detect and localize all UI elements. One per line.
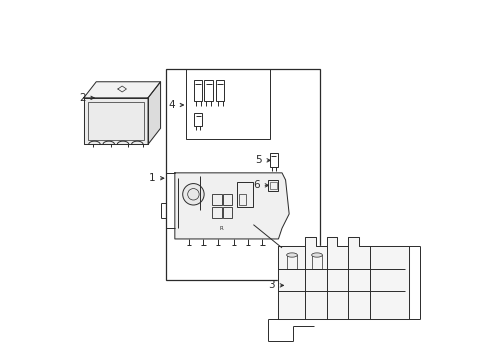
Polygon shape [148, 82, 160, 144]
Ellipse shape [286, 253, 297, 257]
Bar [88, 102, 143, 140]
Bar [311, 255, 322, 269]
Polygon shape [175, 173, 288, 239]
Bar [212, 207, 221, 217]
Text: 2: 2 [79, 93, 85, 103]
Text: 3: 3 [268, 280, 275, 291]
Bar [267, 180, 278, 191]
Circle shape [183, 184, 203, 205]
Bar [216, 80, 224, 102]
Bar [212, 194, 221, 205]
Text: R: R [219, 226, 223, 231]
Bar [269, 153, 277, 167]
Text: 5: 5 [255, 156, 262, 165]
Text: 4: 4 [168, 100, 175, 110]
Bar [223, 207, 232, 217]
Bar [185, 69, 269, 139]
Bar [239, 194, 246, 205]
Text: 6: 6 [252, 180, 259, 190]
Polygon shape [83, 82, 160, 98]
Text: 1: 1 [148, 173, 155, 183]
Polygon shape [278, 237, 408, 319]
Bar [193, 80, 202, 102]
Bar [286, 255, 297, 269]
Bar [237, 182, 253, 207]
Bar [194, 113, 202, 126]
Ellipse shape [311, 253, 322, 257]
Polygon shape [83, 98, 148, 144]
Bar [165, 69, 319, 280]
Bar [204, 80, 213, 102]
Bar [223, 194, 232, 205]
Bar [269, 182, 276, 189]
